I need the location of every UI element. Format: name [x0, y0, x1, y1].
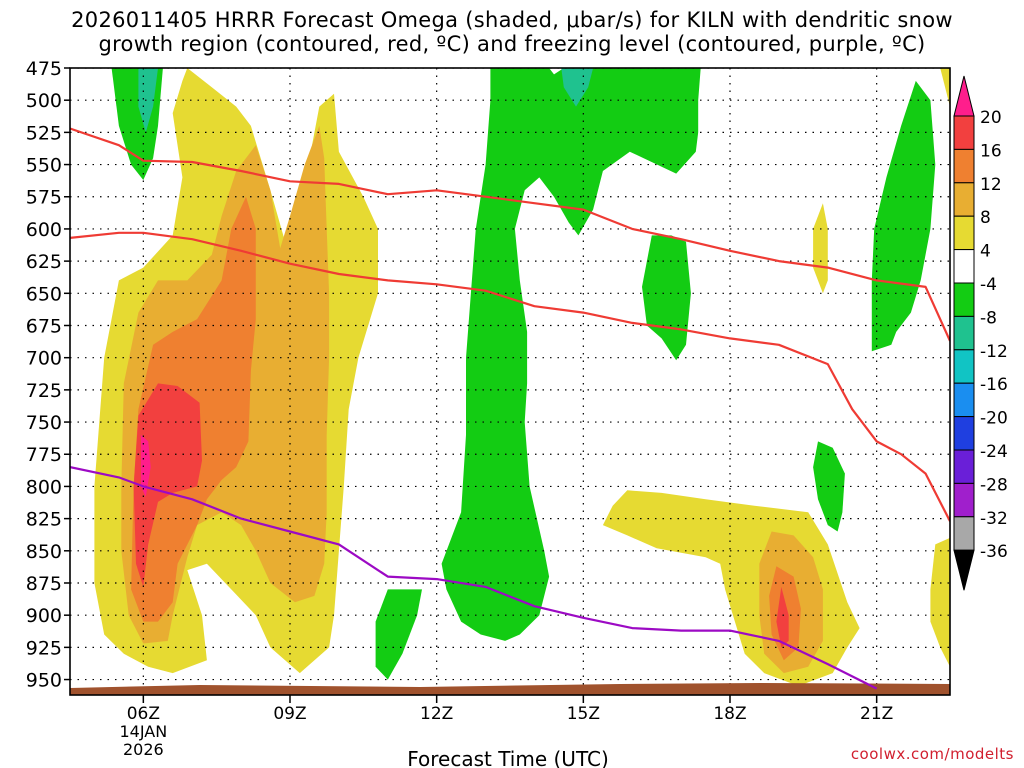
colorbar-bottom-arrow [953, 549, 975, 591]
colorbar-swatch [953, 215, 975, 251]
colorbar-label: -12 [980, 342, 1008, 362]
omega-region [871, 80, 936, 352]
y-tick-label: 875 [26, 573, 62, 595]
ground-surface [70, 683, 950, 695]
omega-region [930, 537, 950, 667]
y-tick-label: 675 [26, 315, 62, 337]
omega-region [561, 68, 594, 107]
credit-text: coolwx.com/modelts [850, 745, 1014, 763]
x-tick-label: 21Z [860, 704, 893, 724]
colorbar-swatch [953, 148, 975, 184]
colorbar-swatch [953, 416, 975, 451]
y-tick-label: 925 [26, 637, 62, 659]
colorbar-label: 4 [980, 242, 991, 262]
colorbar-label: 16 [980, 141, 1002, 161]
y-tick-label: 700 [26, 348, 62, 370]
y-tick-label: 600 [26, 219, 62, 241]
colorbar-label: -4 [980, 275, 997, 295]
y-tick-label: 750 [26, 412, 62, 434]
colorbar-label: 12 [980, 175, 1002, 195]
chart-title-line2: growth region (contoured, red, ºC) and f… [98, 32, 926, 56]
y-tick-label: 525 [26, 122, 62, 144]
colorbar-label: -20 [980, 409, 1008, 429]
colorbar-swatch [953, 382, 975, 418]
colorbar-label: 8 [980, 208, 991, 228]
contour-line [70, 466, 878, 690]
ground-strip [70, 683, 950, 695]
x-tick-date: 14JAN [119, 722, 167, 741]
colorbar-swatch [953, 249, 975, 284]
contour-lines [70, 127, 950, 690]
y-tick-label: 550 [26, 155, 62, 177]
y-tick-label: 650 [26, 283, 62, 305]
colorbar-swatch [953, 182, 975, 217]
colorbar-label: 20 [980, 108, 1002, 128]
y-tick-label: 800 [26, 476, 62, 498]
colorbar-swatch [953, 315, 975, 351]
x-tick-label: 06Z [127, 704, 160, 724]
omega-region [940, 68, 950, 107]
omega-region [441, 68, 701, 641]
y-tick-label: 725 [26, 380, 62, 402]
colorbar-swatch [953, 349, 975, 384]
colorbar-swatch [953, 516, 975, 551]
colorbar-label: -24 [980, 442, 1008, 462]
x-tick-year: 2026 [123, 740, 164, 759]
y-axis: 475 500 525 550 575 600 625 650 675 700 725 750 775 8… [26, 58, 70, 692]
y-tick-label: 500 [26, 90, 62, 112]
colorbar-swatch [953, 115, 975, 150]
plot-frame [69, 67, 951, 696]
colorbar-label: -16 [980, 375, 1008, 395]
y-tick-label: 775 [26, 444, 62, 466]
y-tick-label: 825 [26, 509, 62, 531]
colorbar: 20 16 12 8 4 -4 -8 -12 -16 -20 -24 -28 -32 -36 [953, 75, 1008, 591]
omega-region [776, 586, 789, 648]
omega-region [642, 235, 691, 361]
y-tick-label: 575 [26, 187, 62, 209]
omega-region [813, 203, 828, 294]
y-tick-label: 850 [26, 541, 62, 563]
y-tick-label: 475 [26, 58, 62, 80]
y-tick-label: 625 [26, 251, 62, 273]
contour-line [70, 127, 950, 342]
colorbar-label: -36 [980, 542, 1008, 562]
colorbar-label: -28 [980, 475, 1008, 495]
colorbar-top-arrow [953, 75, 975, 117]
colorbar-label: -8 [980, 308, 997, 328]
omega-region [375, 589, 422, 680]
omega-region [133, 383, 202, 587]
x-tick-label: 18Z [713, 704, 746, 724]
y-tick-label: 950 [26, 670, 62, 692]
x-axis-label: Forecast Time (UTC) [407, 747, 609, 768]
x-tick-label: 09Z [273, 704, 306, 724]
colorbar-swatch [953, 482, 975, 518]
colorbar-label: -32 [980, 509, 1008, 529]
contour-line [70, 231, 950, 522]
omega-fills [94, 68, 950, 686]
omega-region [813, 441, 845, 532]
colorbar-swatch [953, 282, 975, 317]
colorbar-swatch [953, 449, 975, 484]
x-tick-label: 12Z [420, 704, 453, 724]
y-tick-label: 900 [26, 605, 62, 627]
chart-title-line1: 2026011405 HRRR Forecast Omega (shaded, … [71, 8, 953, 32]
x-tick-label: 15Z [567, 704, 600, 724]
